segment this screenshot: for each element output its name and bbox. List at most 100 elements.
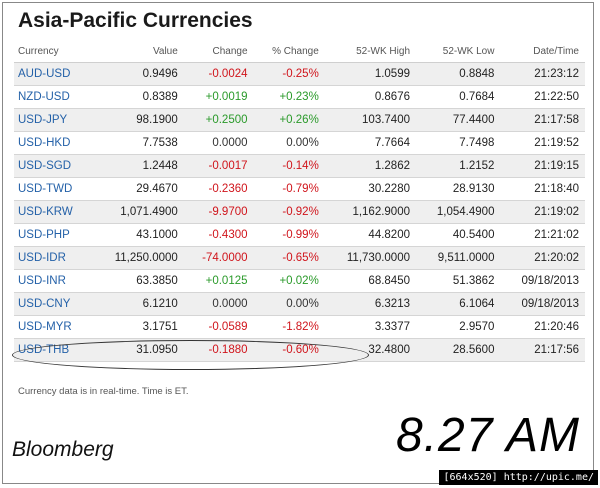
low-cell: 40.5400 (416, 223, 501, 247)
table-row: USD-SGD 1.2448 -0.0017 -0.14% 1.2862 1.2152 21… (14, 154, 585, 178)
table-row: USD-CNY 6.1210 0.0000 0.00% 6.3213 6.1064 09/1… (14, 292, 585, 316)
currency-symbol: USD-HKD (14, 131, 93, 155)
currency-link[interactable]: USD-HKD (18, 137, 71, 149)
time-cell: 21:18:40 (500, 177, 585, 201)
currency-symbol: USD-MYR (14, 315, 93, 339)
currency-symbol: USD-KRW (14, 200, 93, 224)
currency-link[interactable]: USD-MYR (18, 321, 72, 333)
currency-symbol: USD-SGD (14, 154, 93, 178)
change-cell: -9.9700 (183, 200, 254, 224)
change-cell: +0.2500 (183, 108, 254, 132)
value-cell: 43.1000 (92, 223, 184, 247)
currency-link[interactable]: USD-CNY (18, 298, 71, 310)
high-cell: 103.7400 (324, 108, 416, 132)
low-cell: 2.9570 (416, 315, 501, 339)
currency-symbol: USD-PHP (14, 223, 93, 247)
change-cell: -0.0017 (183, 154, 254, 178)
low-cell: 6.1064 (416, 292, 501, 316)
clock-time: 8.27 AM (396, 409, 580, 462)
pct-change-cell: -0.25% (253, 62, 325, 86)
time-cell: 21:19:52 (500, 131, 585, 155)
pct-change-cell: -0.60% (253, 338, 325, 362)
value-cell: 98.1900 (92, 108, 184, 132)
pct-change-cell: -1.82% (253, 315, 325, 339)
currency-symbol: USD-CNY (14, 292, 93, 316)
change-cell: -74.0000 (183, 246, 254, 270)
low-cell: 28.9130 (416, 177, 501, 201)
pct-change-cell: 0.00% (253, 292, 325, 316)
footnote: Currency data is in real-time. Time is E… (18, 386, 189, 397)
table-row: AUD-USD 0.9496 -0.0024 -0.25% 1.0599 0.8848 21… (14, 62, 585, 86)
pct-change-cell: -0.79% (253, 177, 325, 201)
page-title: Asia-Pacific Currencies (18, 9, 253, 32)
value-cell: 29.4670 (92, 177, 184, 201)
currency-symbol: USD-JPY (14, 108, 93, 132)
pct-change-cell: -0.99% (253, 223, 325, 247)
currency-symbol: USD-IDR (14, 246, 93, 270)
pct-change-cell: +0.26% (253, 108, 325, 132)
currency-link[interactable]: USD-THB (18, 344, 70, 356)
currency-table: Currency Value Change % Change 52-WK Hig… (14, 40, 585, 362)
currency-symbol: USD-INR (14, 269, 93, 293)
time-cell: 21:19:02 (500, 200, 585, 224)
currency-link[interactable]: NZD-USD (18, 91, 70, 103)
table-row: USD-PHP 43.1000 -0.4300 -0.99% 44.8200 40.540… (14, 223, 585, 247)
time-cell: 21:22:50 (500, 85, 585, 109)
change-cell: -0.2360 (183, 177, 254, 201)
low-cell: 7.7498 (416, 131, 501, 155)
col-52wk-high: 52-WK High (324, 40, 416, 63)
pct-change-cell: 0.00% (253, 131, 325, 155)
value-cell: 11,250.0000 (92, 246, 184, 270)
brand-logo-text: Bloomberg (12, 438, 114, 461)
col-value: Value (92, 40, 184, 63)
currency-link[interactable]: USD-PHP (18, 229, 70, 241)
high-cell: 1,162.9000 (324, 200, 416, 224)
change-cell: 0.0000 (183, 292, 254, 316)
time-cell: 21:20:02 (500, 246, 585, 270)
value-cell: 1.2448 (92, 154, 184, 178)
currency-link[interactable]: USD-SGD (18, 160, 72, 172)
table-row: USD-TWD 29.4670 -0.2360 -0.79% 30.2280 28.913… (14, 177, 585, 201)
value-cell: 63.3850 (92, 269, 184, 293)
time-cell: 21:20:46 (500, 315, 585, 339)
table-row: NZD-USD 0.8389 +0.0019 +0.23% 0.8676 0.7684 21… (14, 85, 585, 109)
change-cell: +0.0019 (183, 85, 254, 109)
high-cell: 7.7664 (324, 131, 416, 155)
low-cell: 28.5600 (416, 338, 501, 362)
currency-link[interactable]: USD-KRW (18, 206, 73, 218)
time-cell: 09/18/2013 (500, 292, 585, 316)
high-cell: 44.8200 (324, 223, 416, 247)
low-cell: 1.2152 (416, 154, 501, 178)
col-pct-change: % Change (253, 40, 325, 63)
table-header-row: Currency Value Change % Change 52-WK Hig… (14, 40, 585, 63)
currency-symbol: USD-THB (14, 338, 93, 362)
pct-change-cell: -0.65% (253, 246, 325, 270)
col-currency: Currency (14, 40, 93, 63)
table-row: USD-THB 31.0950 -0.1880 -0.60% 32.4800 28.560… (14, 338, 585, 362)
currency-symbol: NZD-USD (14, 85, 93, 109)
low-cell: 0.8848 (416, 62, 501, 86)
low-cell: 1,054.4900 (416, 200, 501, 224)
value-cell: 31.0950 (92, 338, 184, 362)
currency-link[interactable]: AUD-USD (18, 68, 71, 80)
time-cell: 21:21:02 (500, 223, 585, 247)
value-cell: 0.9496 (92, 62, 184, 86)
high-cell: 6.3213 (324, 292, 416, 316)
pct-change-cell: -0.14% (253, 154, 325, 178)
low-cell: 0.7684 (416, 85, 501, 109)
table-row: USD-KRW 1,071.4900 -9.9700 -0.92% 1,162.9000… (14, 200, 585, 224)
change-cell: -0.0589 (183, 315, 254, 339)
value-cell: 0.8389 (92, 85, 184, 109)
currency-link[interactable]: USD-TWD (18, 183, 73, 195)
currency-symbol: USD-TWD (14, 177, 93, 201)
table-row: USD-MYR 3.1751 -0.0589 -1.82% 3.3377 2.9570 21… (14, 315, 585, 339)
col-52wk-low: 52-WK Low (416, 40, 501, 63)
time-cell: 09/18/2013 (500, 269, 585, 293)
currency-link[interactable]: USD-JPY (18, 114, 68, 126)
high-cell: 3.3377 (324, 315, 416, 339)
currency-link[interactable]: USD-IDR (18, 252, 66, 264)
high-cell: 32.4800 (324, 338, 416, 362)
change-cell: +0.0125 (183, 269, 254, 293)
change-cell: -0.1880 (183, 338, 254, 362)
currency-link[interactable]: USD-INR (18, 275, 66, 287)
